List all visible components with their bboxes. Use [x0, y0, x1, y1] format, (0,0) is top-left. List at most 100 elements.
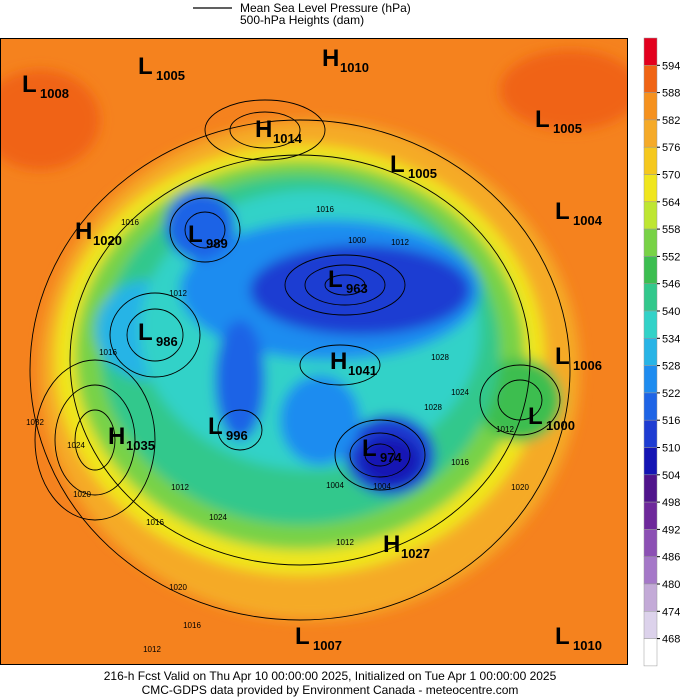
contour-label: 1016: [316, 205, 334, 214]
center-value: 1014: [273, 131, 303, 146]
contour-label: 1016: [146, 518, 164, 527]
colorbar-swatch: [643, 119, 658, 148]
contour-label: 1012: [169, 289, 187, 298]
colorbar-label: 582: [662, 115, 680, 127]
colorbar-swatch: [643, 338, 658, 366]
center-value: 1020: [93, 233, 122, 248]
center-letter: H: [108, 423, 125, 450]
colorbar-label: 546: [662, 279, 680, 291]
contour-label: 1012: [336, 538, 354, 547]
center-value: 1008: [40, 86, 69, 101]
colorbar-label: 594: [662, 60, 680, 72]
center-value: 1005: [553, 121, 582, 136]
footer-line: CMC-GDPS data provided by Environment Ca…: [142, 683, 519, 697]
legend-line-label: Mean Sea Level Pressure (hPa): [240, 1, 411, 15]
colorbar-swatch: [643, 174, 658, 203]
center-value: 989: [206, 236, 228, 251]
center-letter: L: [555, 623, 570, 650]
center-value: 1005: [408, 166, 437, 181]
center-value: 1010: [573, 638, 602, 653]
colorbar-label: 468: [662, 634, 680, 646]
height-field: [0, 38, 628, 665]
contour-label: 1032: [26, 418, 44, 427]
contour-label: 1024: [209, 513, 227, 522]
center-letter: H: [255, 116, 272, 143]
colorbar-swatch: [643, 501, 658, 530]
colorbar-swatch: [643, 256, 658, 284]
colorbar-swatch: [643, 283, 658, 312]
contour-label: 1016: [121, 218, 139, 227]
center-value: 1041: [348, 363, 377, 378]
colorbar-swatch: [643, 447, 658, 476]
contour-label: 1012: [143, 645, 161, 654]
center-letter: H: [383, 531, 400, 558]
center-letter: L: [390, 151, 405, 178]
colorbar-swatch: [643, 201, 658, 230]
colorbar-label: 564: [662, 197, 680, 209]
center-letter: H: [322, 45, 339, 72]
colorbar-swatch: [643, 310, 658, 339]
center-value: 1035: [126, 438, 155, 453]
colorbar-swatch: [643, 392, 658, 421]
colorbar-label: 522: [662, 388, 680, 400]
center-letter: L: [138, 53, 153, 80]
center-value: 1005: [156, 68, 185, 83]
colorbar-label: 498: [662, 497, 680, 509]
colorbar-swatch: [643, 365, 658, 394]
center-letter: L: [138, 319, 153, 346]
colorbar-swatch: [643, 92, 658, 121]
center-letter: L: [22, 71, 37, 98]
center-value: 1007: [313, 638, 342, 653]
colorbar-label: 474: [662, 606, 680, 618]
contour-label: 1004: [373, 482, 391, 491]
center-letter: H: [330, 348, 347, 375]
colorbar-label: 510: [662, 443, 680, 455]
colorbar-swatch: [643, 474, 658, 503]
colorbar-label: 570: [662, 170, 680, 182]
colorbar-label: 540: [662, 306, 680, 318]
center-value: 1006: [573, 358, 602, 373]
colorbar-swatch: [643, 65, 658, 93]
colorbar: 594 588 582 576 570 564 558 552 546 540 534 528 522 5…: [643, 37, 680, 667]
contour-label: 1016: [99, 348, 117, 357]
colorbar-swatch: [643, 146, 658, 175]
contour-labels: 1016 1012 1016 1000 1012 1028 1024 1020 1032 1028…: [26, 205, 529, 654]
center-value: 963: [346, 281, 368, 296]
colorbar-swatch: [643, 37, 658, 66]
contour-label: 1016: [183, 621, 201, 630]
colorbar-label: 480: [662, 579, 680, 591]
contour-label: 1016: [451, 458, 469, 467]
colorbar-label: 504: [662, 470, 680, 482]
contour-label: 1020: [169, 583, 187, 592]
center-letter: L: [528, 403, 543, 430]
footer-line: 216-h Fcst Valid on Thu Apr 10 00:00:00 …: [104, 669, 557, 683]
center-letter: L: [295, 623, 310, 650]
center-letter: L: [188, 221, 203, 248]
colorbar-swatch: [643, 556, 658, 585]
contour-label: 1000: [348, 236, 366, 245]
contour-label: 1004: [326, 481, 344, 490]
center-value: 974: [380, 450, 402, 465]
center-letter: L: [535, 106, 550, 133]
center-value: 1027: [401, 546, 430, 561]
colorbar-label: 588: [662, 88, 680, 100]
colorbar-label: 528: [662, 361, 680, 373]
contour-label: 1020: [73, 490, 91, 499]
colorbar-label: 576: [662, 142, 680, 154]
center-value: 1004: [573, 213, 603, 228]
center-value: 1000: [546, 418, 575, 433]
legend-fill-label: 500-hPa Heights (dam): [240, 13, 364, 27]
colorbar-swatch: [643, 638, 658, 667]
center-value: 1010: [340, 60, 369, 75]
colorbar-swatch: [643, 228, 658, 257]
contour-label: 1012: [391, 238, 409, 247]
contour-label: 1028: [424, 403, 442, 412]
center-letter: L: [208, 413, 223, 440]
center-value: 986: [156, 334, 178, 349]
contour-label: 1012: [171, 483, 189, 492]
center-value: 996: [226, 428, 248, 443]
contour-label: 1028: [431, 353, 449, 362]
